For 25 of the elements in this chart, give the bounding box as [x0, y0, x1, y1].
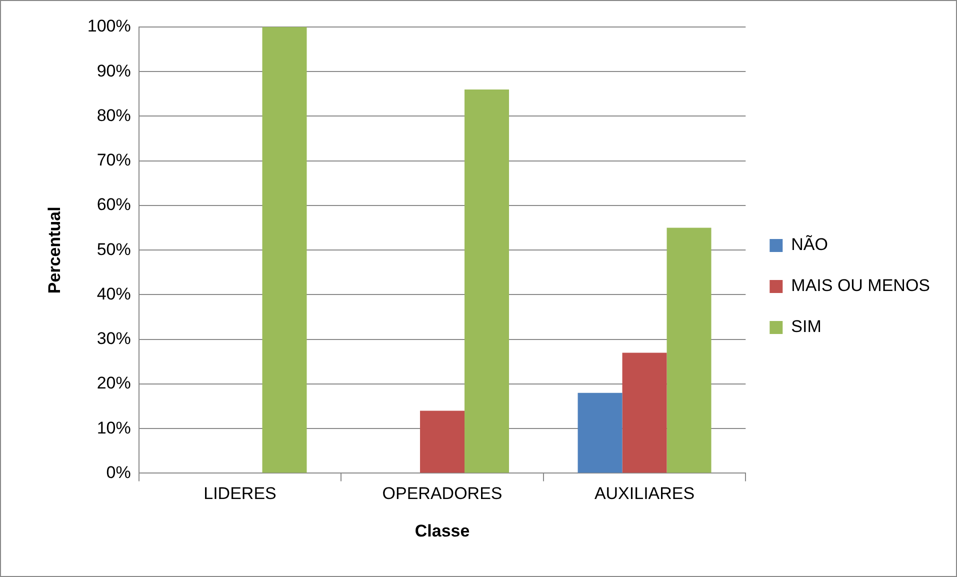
x-tick-label: AUXILIARES [594, 484, 695, 504]
x-tick-label: LIDERES [204, 484, 276, 504]
bar [578, 392, 622, 473]
bar [622, 352, 667, 473]
y-tick-label: 40% [96, 284, 131, 304]
y-tick-label: 60% [96, 195, 131, 214]
bar [262, 27, 307, 473]
y-tick-label: 30% [96, 329, 131, 348]
x-tick-label: OPERADORES [382, 484, 502, 504]
legend-label: SIM [791, 317, 822, 336]
y-tick-label: 20% [96, 374, 131, 393]
y-tick-label: 70% [96, 150, 131, 170]
y-tick-label: 90% [96, 61, 131, 80]
bar [420, 410, 465, 473]
y-tick-label: 100% [87, 16, 131, 36]
y-tick-label: 80% [96, 106, 131, 125]
x-axis-title: Classe [414, 521, 470, 540]
bar [464, 89, 510, 473]
bar [666, 228, 712, 473]
y-tick-label: 10% [96, 418, 131, 438]
legend-label: NÃO [791, 235, 828, 254]
y-tick-label: 0% [106, 462, 131, 482]
legend-label: MAIS OU MENOS [791, 276, 930, 296]
y-tick-label: 50% [96, 240, 131, 259]
y-axis-title: Percentual [44, 206, 64, 294]
